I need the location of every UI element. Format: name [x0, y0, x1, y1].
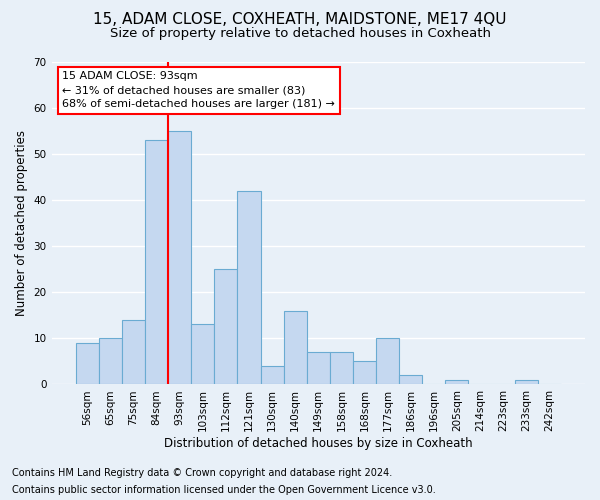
Bar — [284, 310, 307, 384]
Bar — [307, 352, 330, 384]
Bar — [122, 320, 145, 384]
Text: 15 ADAM CLOSE: 93sqm
← 31% of detached houses are smaller (83)
68% of semi-detac: 15 ADAM CLOSE: 93sqm ← 31% of detached h… — [62, 71, 335, 109]
Bar — [191, 324, 214, 384]
Bar — [445, 380, 469, 384]
Bar — [376, 338, 399, 384]
X-axis label: Distribution of detached houses by size in Coxheath: Distribution of detached houses by size … — [164, 437, 473, 450]
Text: Size of property relative to detached houses in Coxheath: Size of property relative to detached ho… — [110, 28, 491, 40]
Bar — [353, 362, 376, 384]
Bar — [76, 343, 99, 384]
Text: 15, ADAM CLOSE, COXHEATH, MAIDSTONE, ME17 4QU: 15, ADAM CLOSE, COXHEATH, MAIDSTONE, ME1… — [93, 12, 507, 28]
Y-axis label: Number of detached properties: Number of detached properties — [15, 130, 28, 316]
Text: Contains HM Land Registry data © Crown copyright and database right 2024.: Contains HM Land Registry data © Crown c… — [12, 468, 392, 477]
Bar — [145, 140, 168, 384]
Bar — [399, 375, 422, 384]
Bar — [330, 352, 353, 384]
Bar — [260, 366, 284, 384]
Bar — [238, 190, 260, 384]
Bar — [214, 269, 238, 384]
Bar — [99, 338, 122, 384]
Bar — [515, 380, 538, 384]
Bar — [168, 130, 191, 384]
Text: Contains public sector information licensed under the Open Government Licence v3: Contains public sector information licen… — [12, 485, 436, 495]
